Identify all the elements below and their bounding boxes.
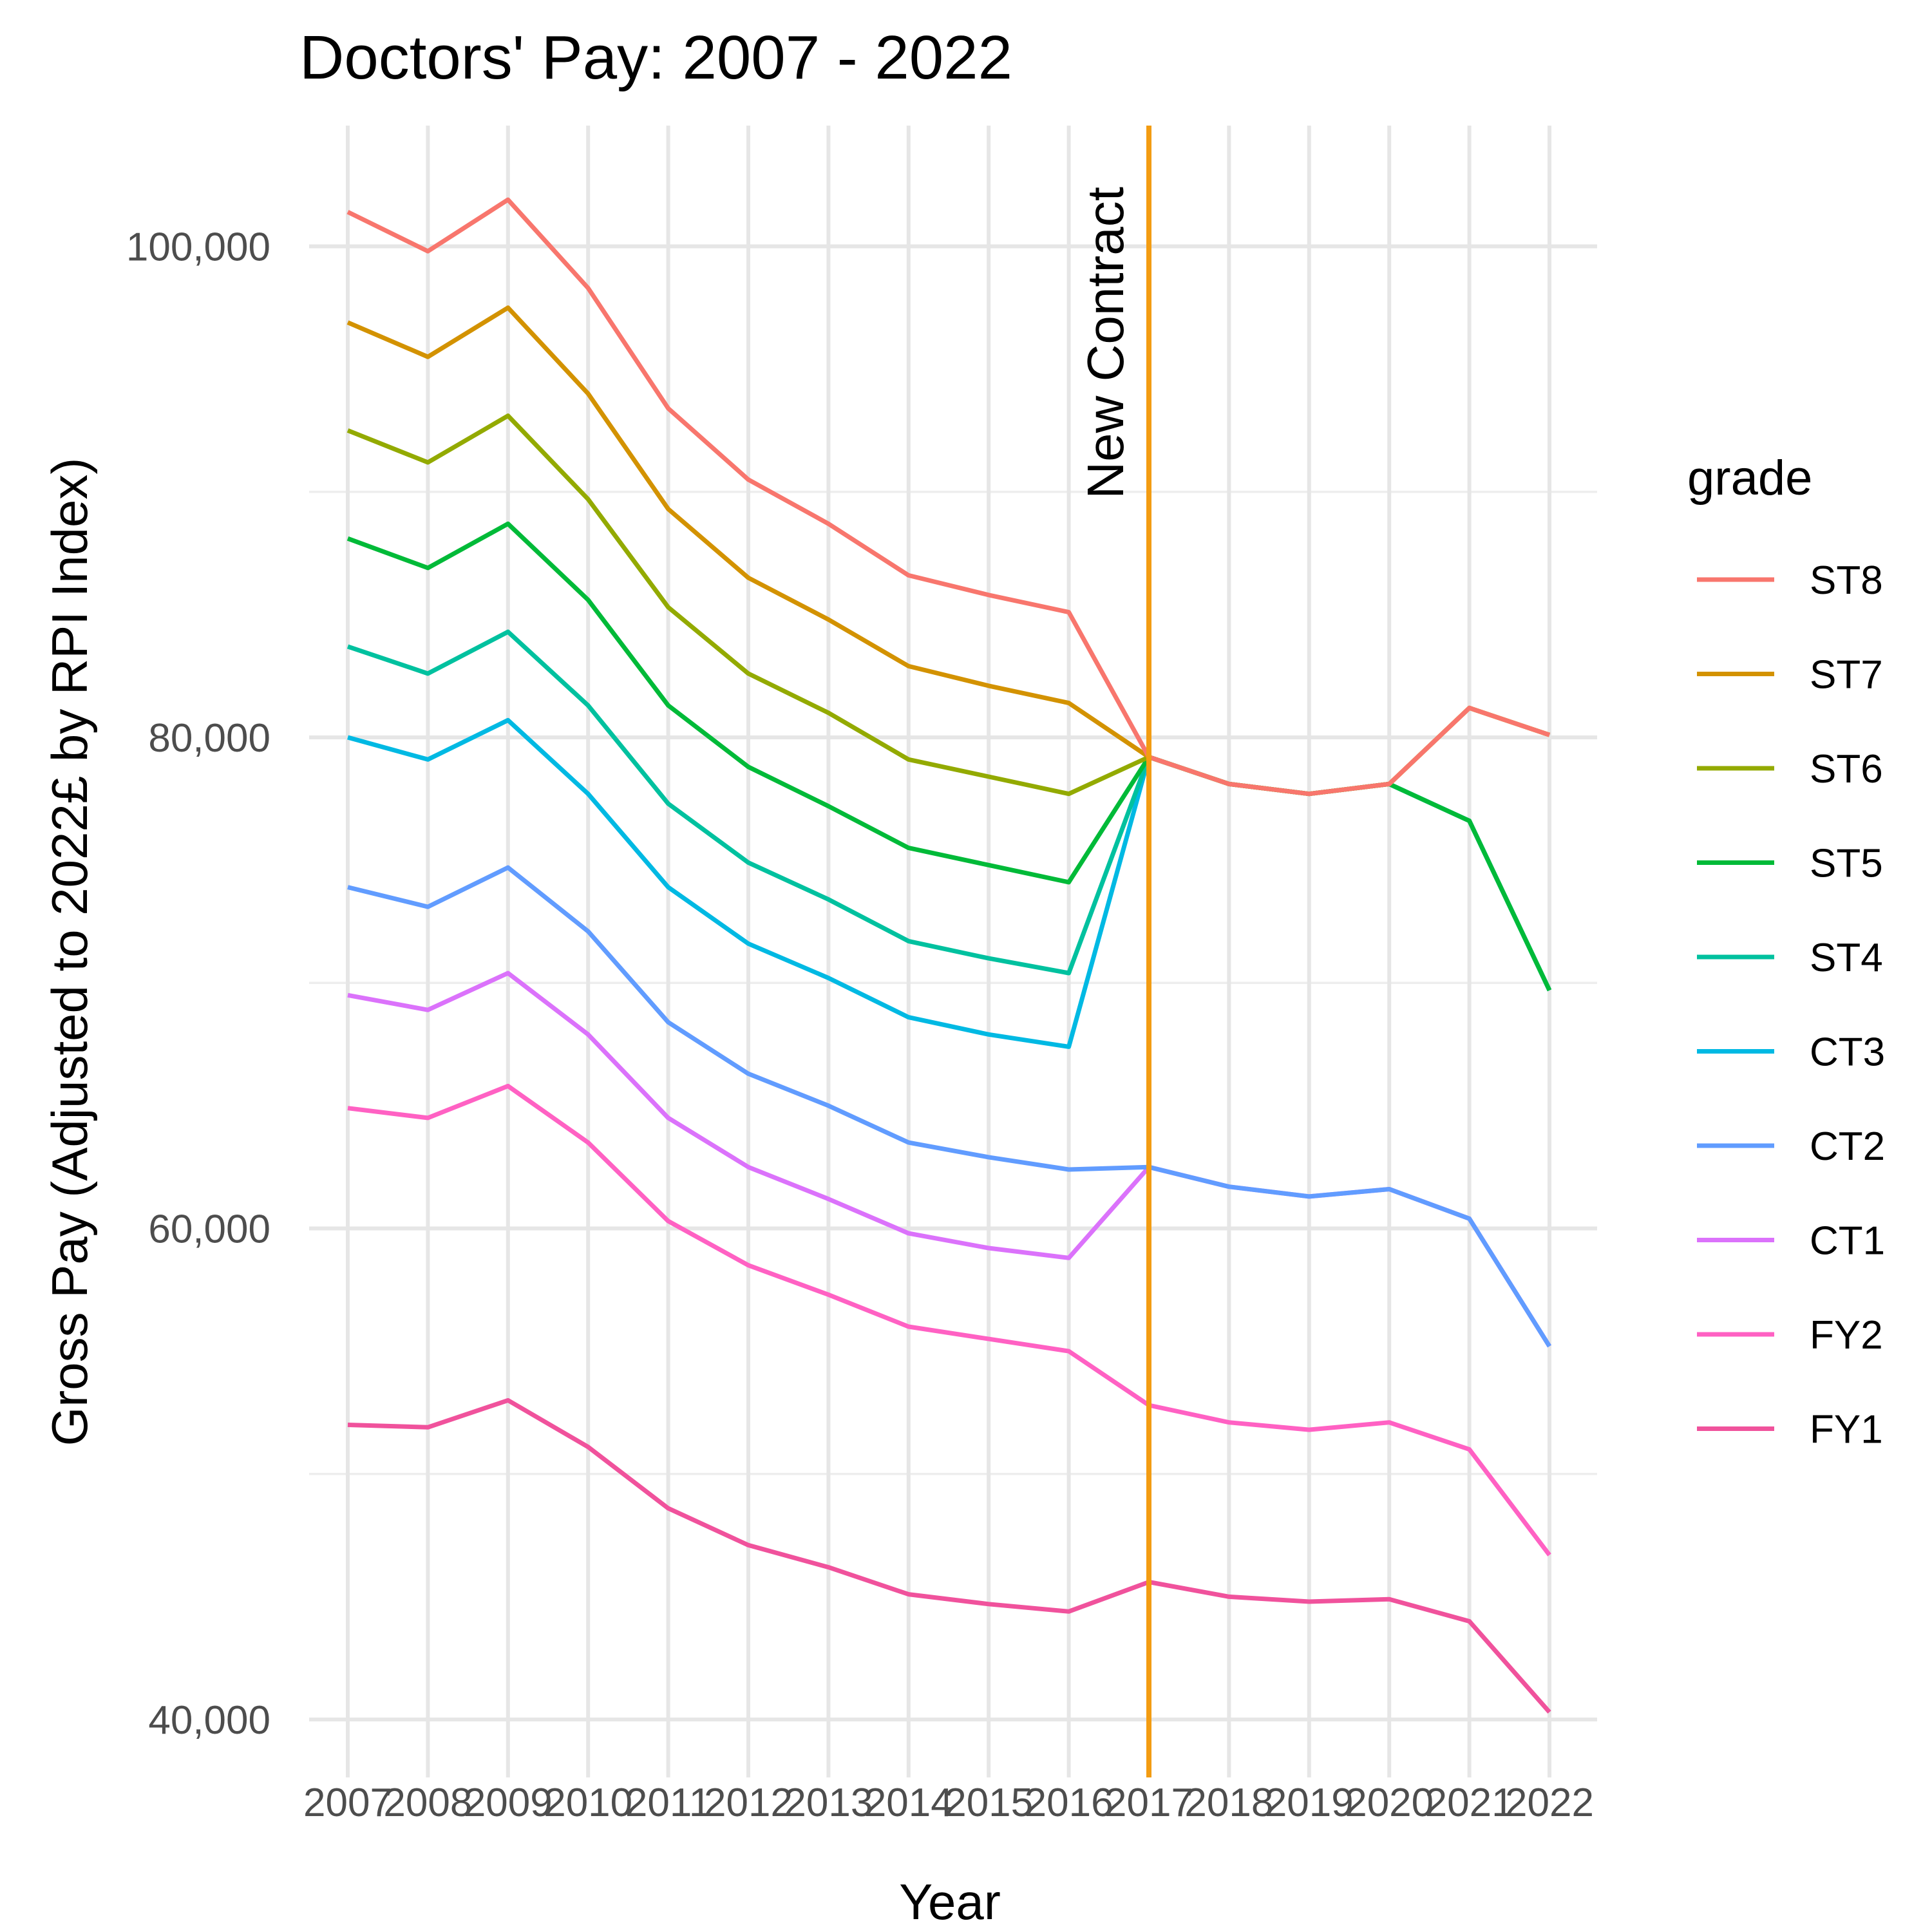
x-tick-label: 2016 [1025, 1781, 1113, 1825]
legend-title: grade [1687, 451, 1812, 506]
legend-label-st6: ST6 [1810, 747, 1883, 791]
new-contract-label: New Contract [1077, 187, 1134, 499]
series-line-st8 [346, 197, 1551, 797]
x-tick-label: 2014 [864, 1781, 953, 1825]
x-tick-label: 2019 [1265, 1781, 1354, 1825]
legend: grade ST8 ST7 ST6 ST5 ST4 CT3 CT2 CT1 FY2 FY1 [1687, 451, 1885, 1452]
legend-label-st8: ST8 [1810, 558, 1883, 603]
x-tick-label: 2018 [1184, 1781, 1273, 1825]
legend-label-fy2: FY2 [1810, 1313, 1883, 1358]
legend-label-ct3: CT3 [1810, 1030, 1885, 1075]
series-line-fy2 [347, 1083, 1551, 1557]
legend-label-st4: ST4 [1810, 936, 1883, 980]
x-axis-tick-labels: 2007200820092010201120122013201420152016… [303, 1781, 1594, 1825]
x-tick-label: 2022 [1505, 1781, 1594, 1825]
x-tick-label: 2007 [303, 1781, 392, 1825]
y-tick-label: 60,000 [148, 1208, 270, 1252]
y-tick-label: 40,000 [148, 1698, 270, 1743]
legend-label-st5: ST5 [1810, 842, 1883, 886]
legend-label-st7: ST7 [1810, 653, 1883, 697]
legend-label-ct2: CT2 [1810, 1124, 1885, 1169]
series-line-ct2 [347, 865, 1551, 1348]
legend-label-fy1: FY1 [1810, 1408, 1883, 1452]
x-tick-label: 2021 [1425, 1781, 1514, 1825]
x-tick-label: 2020 [1345, 1781, 1434, 1825]
x-tick-label: 2017 [1104, 1781, 1193, 1825]
x-axis-title: Year [899, 1873, 1001, 1930]
x-tick-label: 2012 [704, 1781, 793, 1825]
x-tick-label: 2009 [464, 1781, 553, 1825]
x-tick-label: 2010 [544, 1781, 632, 1825]
series-line-fy1 [347, 1397, 1551, 1714]
y-axis-title: Gross Pay (Adjusted to 2022£ by RPI Inde… [41, 458, 98, 1446]
y-tick-label: 100,000 [126, 225, 270, 270]
x-tick-label: 2015 [944, 1781, 1033, 1825]
x-tick-label: 2011 [625, 1781, 711, 1825]
series-lines [346, 197, 1552, 1714]
x-tick-label: 2013 [784, 1781, 873, 1825]
legend-label-ct1: CT1 [1810, 1219, 1885, 1264]
y-axis-tick-labels: 40,000 60,000 80,000 100,000 [126, 225, 270, 1743]
y-tick-label: 80,000 [148, 716, 270, 761]
chart-title: Doctors' Pay: 2007 - 2022 [299, 23, 1012, 92]
x-tick-label: 2008 [383, 1781, 472, 1825]
